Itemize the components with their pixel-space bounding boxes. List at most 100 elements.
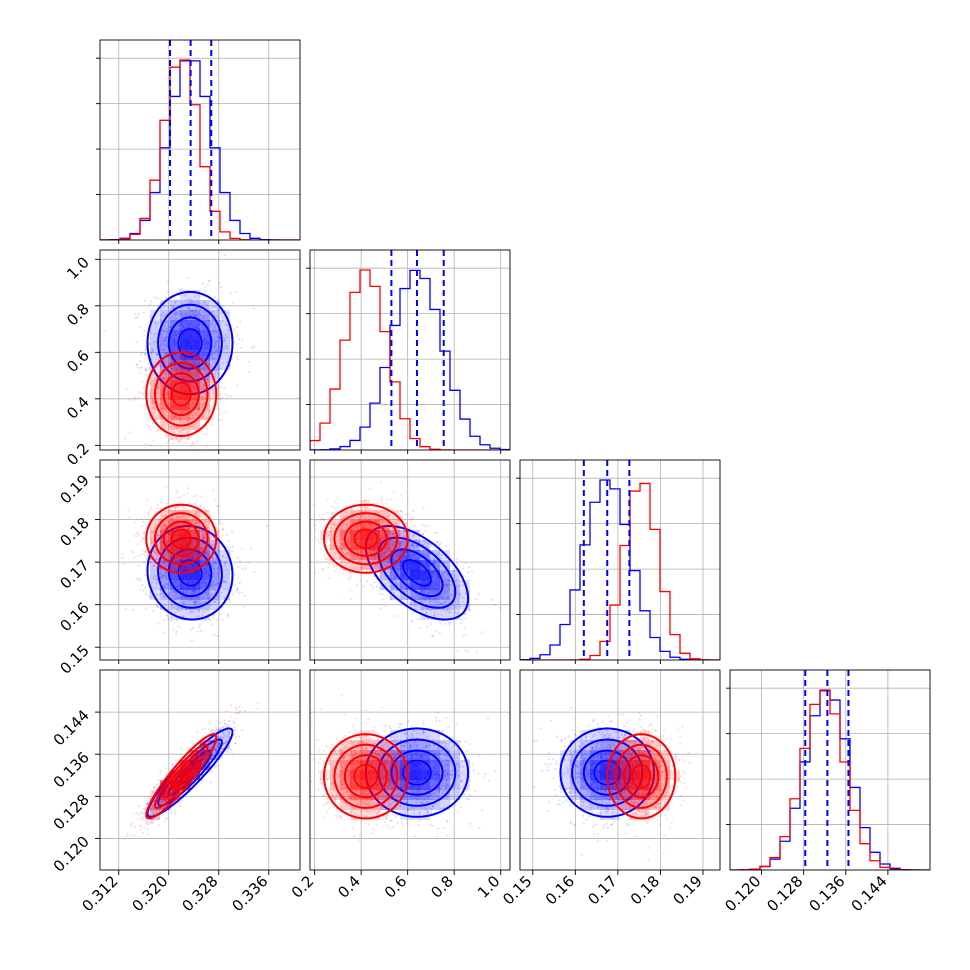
red-sample-point [166, 370, 169, 373]
blue-sample-point [163, 336, 166, 339]
hist-panel-4 [726, 669, 931, 871]
blue-sample-point [226, 347, 229, 350]
blue-density-cell [220, 320, 230, 330]
panel-frame [729, 669, 931, 871]
red-sample-point [209, 363, 212, 366]
blue-sample-point [455, 558, 459, 561]
red-sample-point [385, 498, 388, 501]
blue-density-cell [200, 310, 210, 320]
red-sample-point [220, 385, 223, 389]
blue-sample-point [174, 300, 177, 303]
blue-sample-point [175, 592, 179, 595]
blue-sample-point [211, 338, 214, 341]
blue-sample-point [218, 346, 221, 349]
red-sample-point [200, 403, 203, 406]
red-sample-point [191, 592, 195, 595]
red-sample-point [204, 370, 207, 373]
blue-sample-point [144, 369, 147, 372]
blue-sample-point [188, 313, 191, 316]
blue-density-cell [210, 330, 220, 340]
blue-sample-point [144, 348, 147, 351]
red-sample-point [160, 401, 164, 404]
blue-sample-point [236, 587, 239, 590]
blue-sample-point [217, 307, 220, 310]
blue-sample-point [207, 363, 210, 366]
blue-sample-point [184, 313, 187, 317]
red-sample-point [151, 399, 154, 402]
blue-sample-point [448, 623, 451, 627]
red-sample-point [160, 361, 163, 364]
red-density-cell [170, 410, 180, 420]
red-density-cell [150, 400, 160, 410]
blue-sample-point [167, 583, 171, 586]
blue-sample-point [187, 305, 190, 308]
blue-density-cell [210, 300, 220, 310]
blue-sample-point [200, 314, 203, 317]
red-sample-point [155, 510, 158, 513]
red-density-cell [180, 380, 190, 390]
blue-sample-point [151, 349, 155, 352]
blue-density-cell [200, 380, 210, 390]
red-sample-point [202, 358, 205, 361]
blue-sample-point [197, 295, 200, 298]
red-sample-point [145, 369, 148, 372]
red-sample-point [193, 584, 197, 588]
red-sample-point [164, 575, 167, 578]
blue-sample-point [217, 367, 220, 370]
red-sample-point [178, 439, 181, 442]
blue-sample-point [223, 338, 226, 341]
blue-sample-point [209, 389, 212, 392]
blue-sample-point [227, 328, 230, 331]
blue-sample-point [148, 337, 151, 340]
red-sample-point [128, 431, 131, 434]
blue-density-cell [170, 350, 180, 360]
blue-sample-point [252, 307, 255, 310]
red-sample-point [202, 386, 205, 389]
red-sample-point [128, 516, 131, 519]
blue-sample-point [221, 362, 224, 365]
blue-sample-point [235, 588, 238, 591]
blue-sample-point [211, 623, 214, 626]
blue-sample-point [207, 370, 210, 373]
blue-sample-point [214, 369, 217, 372]
blue-sample-point [204, 290, 207, 293]
blue-sample-point [244, 594, 247, 597]
panel-frame [99, 39, 301, 241]
red-sample-point [152, 400, 156, 404]
blue-sample-point [192, 626, 195, 629]
red-sample-point [220, 522, 223, 526]
blue-sample-point [154, 574, 157, 577]
blue-sample-point [221, 555, 224, 558]
red-sample-point [198, 597, 201, 600]
blue-sample-point [120, 556, 123, 560]
red-sample-point [184, 342, 187, 345]
red-sample-point [210, 566, 213, 569]
red-sample-point [148, 562, 151, 565]
red-sample-point [140, 524, 143, 528]
blue-sample-point [167, 323, 170, 326]
red-sample-point [185, 421, 188, 424]
blue-sample-point [164, 337, 167, 340]
blue-sample-point [191, 309, 194, 312]
red-sample-point [152, 421, 155, 424]
panel-3-2 [309, 459, 511, 661]
red-sample-point [169, 347, 173, 350]
blue-sample-point [224, 564, 227, 568]
blue-sample-point [218, 549, 221, 552]
blue-sample-point [233, 562, 236, 565]
blue-density-cell [220, 360, 230, 370]
blue-sample-point [229, 364, 232, 368]
blue-sample-point [213, 296, 216, 299]
blue-sample-point [239, 346, 242, 350]
red-density-cell [200, 530, 210, 540]
red-sample-point [173, 415, 176, 418]
red-density-cell [200, 380, 210, 390]
blue-sample-point [162, 339, 165, 342]
blue-sample-point [466, 650, 470, 653]
blue-sample-point [143, 334, 146, 337]
blue-sample-point [186, 277, 189, 280]
red-sample-point [332, 562, 335, 565]
blue-sample-point [211, 388, 214, 391]
red-sample-point [144, 549, 148, 552]
